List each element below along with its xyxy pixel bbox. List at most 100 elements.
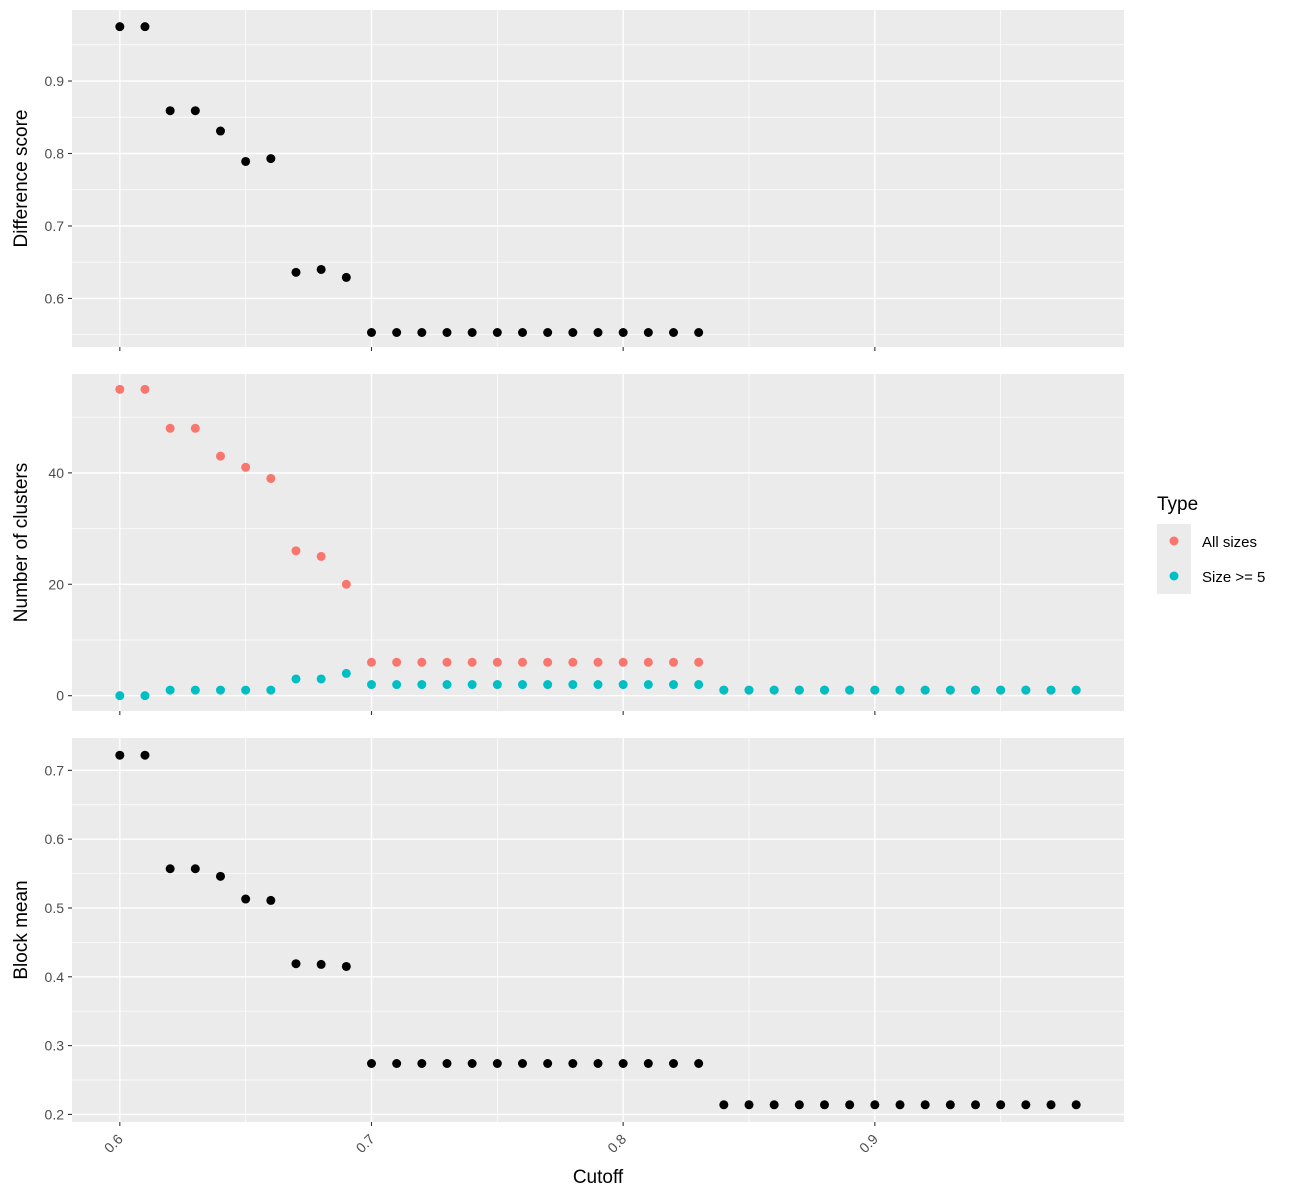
data-point [593,1059,603,1069]
data-point [140,691,150,701]
data-point [316,264,326,274]
y-tick-label: 0.4 [45,969,65,985]
data-point [794,685,804,695]
data-point [568,1059,578,1069]
series-3-1 [115,750,1081,1110]
data-point [618,680,628,690]
data-point [895,685,905,695]
data-point [568,680,578,690]
data-point [392,657,402,667]
data-point [1046,685,1056,695]
legend-label-all-sizes: All sizes [1202,534,1257,551]
data-point [1021,1100,1031,1110]
data-point [618,1059,628,1069]
y-axis-title: Difference score [11,110,32,248]
data-point [568,657,578,667]
data-point [442,1059,452,1069]
legend-key-size-ge-5 [1169,571,1179,581]
data-point [341,668,351,678]
y-tick-label: 0.6 [45,290,65,306]
data-point [291,959,301,969]
data-point [341,961,351,971]
data-point [593,328,603,338]
data-point [517,328,527,338]
y-tick-label: 0.2 [45,1106,65,1122]
data-point [215,451,225,461]
data-point [115,750,125,760]
data-point [945,1100,955,1110]
data-point [1071,1100,1081,1110]
data-point [492,680,502,690]
data-point [392,328,402,338]
data-point [895,1100,905,1110]
data-point [215,126,225,136]
legend-key-all-sizes [1169,536,1179,546]
y-axis-title: Block mean [11,880,32,979]
data-point [719,685,729,695]
data-point [845,685,855,695]
data-point [215,685,225,695]
data-point [669,328,679,338]
data-point [744,685,754,695]
data-point [694,1059,704,1069]
data-point [694,680,704,690]
data-point [241,685,251,695]
data-point [568,328,578,338]
data-point [618,657,628,667]
series-1-1 [115,22,704,338]
data-point [467,1059,477,1069]
data-point [543,1059,553,1069]
data-point [996,1100,1006,1110]
data-point [719,1100,729,1110]
data-point [643,328,653,338]
data-point [593,657,603,667]
data-point [442,680,452,690]
data-point [417,680,427,690]
data-point [165,423,175,433]
data-point [417,657,427,667]
data-point [694,328,704,338]
x-tick-label: 0.8 [604,1131,629,1156]
series-2-2 [115,668,1081,701]
y-tick-label: 0.5 [45,900,65,916]
panel-background [72,738,1124,1122]
data-point [190,864,200,874]
data-point [1071,685,1081,695]
data-point [140,384,150,394]
data-point [215,871,225,881]
data-point [140,750,150,760]
data-point [820,1100,830,1110]
panel-background [72,374,1124,711]
data-point [190,106,200,116]
data-point [996,685,1006,695]
panel-1: 0.6 0.7 0.8 0.9 Difference score [11,10,1124,351]
x-tick-label: 0.9 [856,1131,881,1156]
data-point [643,657,653,667]
y-tick-label: 0.9 [45,73,65,89]
data-point [467,657,477,667]
y-tick-label: 40 [48,465,64,481]
legend-title: Type [1157,494,1198,515]
data-point [165,106,175,116]
data-point [543,680,553,690]
y-tick-label: 0.8 [45,145,65,161]
data-point [140,22,150,32]
data-point [945,685,955,695]
data-point [517,1059,527,1069]
data-point [266,895,276,905]
data-point [870,1100,880,1110]
y-axis-title: Number of clusters [11,463,32,622]
data-point [442,657,452,667]
data-point [190,423,200,433]
legend-label-size-ge-5: Size >= 5 [1202,569,1265,586]
data-point [543,657,553,667]
data-point [316,959,326,969]
data-point [442,328,452,338]
data-point [115,22,125,32]
data-point [694,657,704,667]
data-point [467,328,477,338]
data-point [669,657,679,667]
data-point [392,1059,402,1069]
legend: Type All sizes Size >= 5 [1157,494,1265,594]
